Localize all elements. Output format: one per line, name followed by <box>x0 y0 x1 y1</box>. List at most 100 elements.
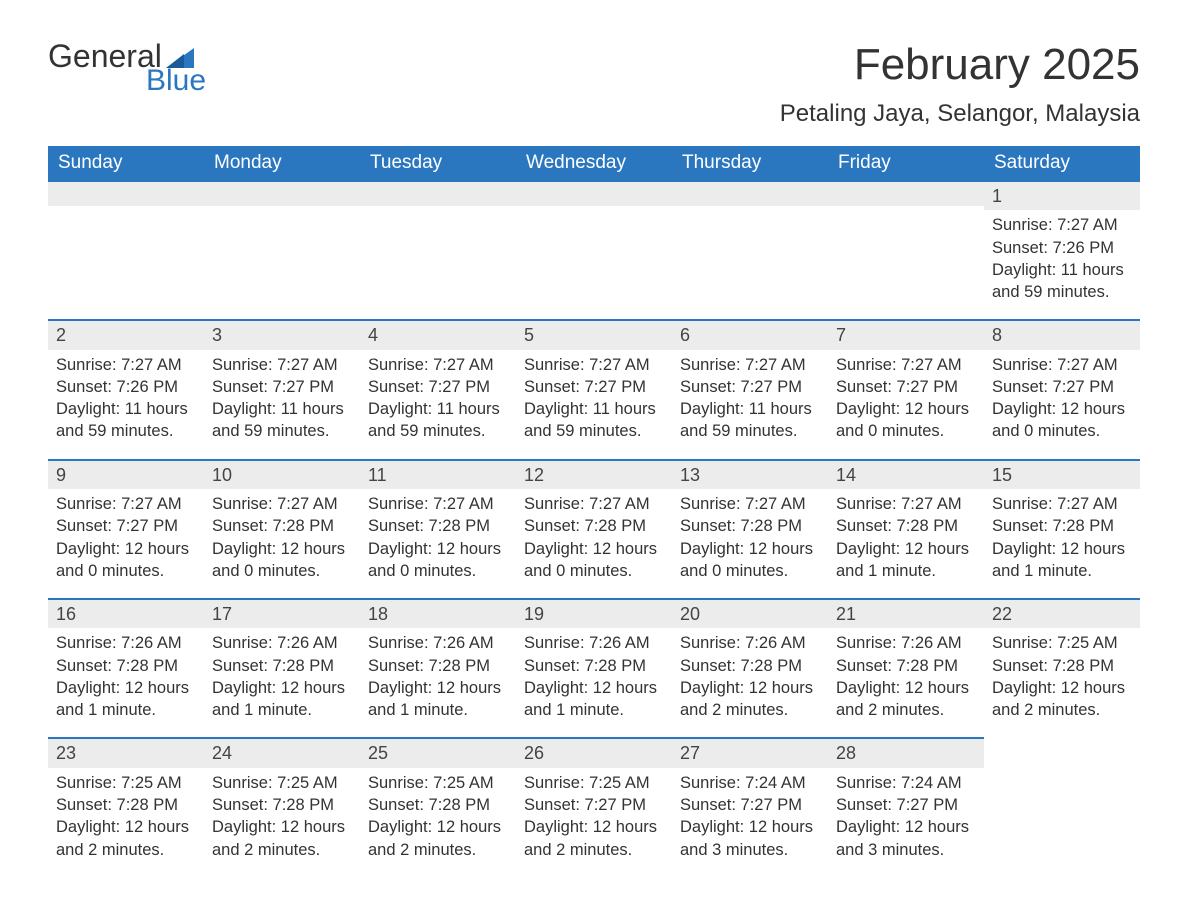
daylight-line: Daylight: 12 hours and 2 minutes. <box>56 816 196 861</box>
empty-day-bar <box>48 180 204 206</box>
dow-saturday: Saturday <box>984 146 1140 180</box>
daylight-line: Daylight: 12 hours and 0 minutes. <box>212 538 352 583</box>
sunset-line: Sunset: 7:27 PM <box>524 376 664 398</box>
daylight-line: Daylight: 12 hours and 1 minute. <box>212 677 352 722</box>
week-row: 23Sunrise: 7:25 AMSunset: 7:28 PMDayligh… <box>48 737 1140 870</box>
day-number: 11 <box>360 459 516 489</box>
daylight-line: Daylight: 11 hours and 59 minutes. <box>992 259 1132 304</box>
day-number: 12 <box>516 459 672 489</box>
day-number: 10 <box>204 459 360 489</box>
day-number: 9 <box>48 459 204 489</box>
week-row: 16Sunrise: 7:26 AMSunset: 7:28 PMDayligh… <box>48 598 1140 731</box>
empty-day-bar <box>204 180 360 206</box>
day-body: Sunrise: 7:27 AMSunset: 7:28 PMDaylight:… <box>984 489 1140 592</box>
logo-word-blue: Blue <box>146 66 206 96</box>
day-number: 19 <box>516 598 672 628</box>
week-row: 2Sunrise: 7:27 AMSunset: 7:26 PMDaylight… <box>48 319 1140 452</box>
sunrise-line: Sunrise: 7:26 AM <box>836 632 976 654</box>
daylight-line: Daylight: 11 hours and 59 minutes. <box>56 398 196 443</box>
sunset-line: Sunset: 7:28 PM <box>56 655 196 677</box>
sunrise-line: Sunrise: 7:27 AM <box>368 493 508 515</box>
day-number: 26 <box>516 737 672 767</box>
sunset-line: Sunset: 7:28 PM <box>992 515 1132 537</box>
day-number: 25 <box>360 737 516 767</box>
dow-friday: Friday <box>828 146 984 180</box>
daylight-line: Daylight: 12 hours and 2 minutes. <box>368 816 508 861</box>
sunset-line: Sunset: 7:28 PM <box>836 655 976 677</box>
sunrise-line: Sunrise: 7:27 AM <box>524 354 664 376</box>
day-body: Sunrise: 7:24 AMSunset: 7:27 PMDaylight:… <box>828 768 984 871</box>
day-cell: 26 Sunrise: 7:25 AMSunset: 7:27 PMDayligh… <box>516 737 672 870</box>
day-number: 24 <box>204 737 360 767</box>
sunset-line: Sunset: 7:28 PM <box>212 794 352 816</box>
sunset-line: Sunset: 7:27 PM <box>524 794 664 816</box>
daylight-line: Daylight: 11 hours and 59 minutes. <box>680 398 820 443</box>
daylight-line: Daylight: 12 hours and 0 minutes. <box>524 538 664 583</box>
sunrise-line: Sunrise: 7:25 AM <box>212 772 352 794</box>
sunrise-line: Sunrise: 7:27 AM <box>836 493 976 515</box>
daylight-line: Daylight: 12 hours and 1 minute. <box>368 677 508 722</box>
sunrise-line: Sunrise: 7:27 AM <box>992 214 1132 236</box>
day-cell: 22Sunrise: 7:25 AMSunset: 7:28 PMDayligh… <box>984 598 1140 731</box>
sunset-line: Sunset: 7:28 PM <box>212 655 352 677</box>
month-title: February 2025 <box>780 40 1140 90</box>
sunrise-line: Sunrise: 7:26 AM <box>524 632 664 654</box>
day-cell: 1Sunrise: 7:27 AMSunset: 7:26 PMDaylight… <box>984 180 1140 313</box>
dow-sunday: Sunday <box>48 146 204 180</box>
day-body: Sunrise: 7:26 AMSunset: 7:28 PMDaylight:… <box>48 628 204 731</box>
sunrise-line: Sunrise: 7:26 AM <box>212 632 352 654</box>
sunset-line: Sunset: 7:27 PM <box>836 794 976 816</box>
dow-tuesday: Tuesday <box>360 146 516 180</box>
sunset-line: Sunset: 7:28 PM <box>680 655 820 677</box>
day-cell: 5Sunrise: 7:27 AMSunset: 7:27 PMDaylight… <box>516 319 672 452</box>
day-number: 13 <box>672 459 828 489</box>
day-number: 5 <box>516 319 672 349</box>
sunset-line: Sunset: 7:27 PM <box>836 376 976 398</box>
daylight-line: Daylight: 12 hours and 2 minutes. <box>524 816 664 861</box>
sunrise-line: Sunrise: 7:26 AM <box>368 632 508 654</box>
header: General Blue February 2025 Petaling Jaya… <box>48 40 1140 128</box>
sunrise-line: Sunrise: 7:25 AM <box>524 772 664 794</box>
day-cell: 12Sunrise: 7:27 AMSunset: 7:28 PMDayligh… <box>516 459 672 592</box>
daylight-line: Daylight: 12 hours and 1 minute. <box>56 677 196 722</box>
daylight-line: Daylight: 12 hours and 0 minutes. <box>56 538 196 583</box>
day-number: 14 <box>828 459 984 489</box>
day-cell: 8Sunrise: 7:27 AMSunset: 7:27 PMDaylight… <box>984 319 1140 452</box>
day-body: Sunrise: 7:25 AMSunset: 7:28 PMDaylight:… <box>984 628 1140 731</box>
daylight-line: Daylight: 12 hours and 1 minute. <box>992 538 1132 583</box>
day-cell: 11Sunrise: 7:27 AMSunset: 7:28 PMDayligh… <box>360 459 516 592</box>
sunset-line: Sunset: 7:27 PM <box>56 515 196 537</box>
sunrise-line: Sunrise: 7:26 AM <box>56 632 196 654</box>
day-number: 20 <box>672 598 828 628</box>
day-cell: 25Sunrise: 7:25 AMSunset: 7:28 PMDayligh… <box>360 737 516 870</box>
day-body: Sunrise: 7:26 AMSunset: 7:28 PMDaylight:… <box>672 628 828 731</box>
daylight-line: Daylight: 12 hours and 1 minute. <box>836 538 976 583</box>
day-number: 18 <box>360 598 516 628</box>
sunset-line: Sunset: 7:26 PM <box>56 376 196 398</box>
day-cell: 10Sunrise: 7:27 AMSunset: 7:28 PMDayligh… <box>204 459 360 592</box>
day-body: Sunrise: 7:27 AMSunset: 7:27 PMDaylight:… <box>48 489 204 592</box>
sunset-line: Sunset: 7:28 PM <box>836 515 976 537</box>
empty-day-bar <box>672 180 828 206</box>
day-body: Sunrise: 7:27 AMSunset: 7:26 PMDaylight:… <box>48 350 204 453</box>
day-body: Sunrise: 7:25 AMSunset: 7:28 PMDaylight:… <box>360 768 516 871</box>
day-cell: 15Sunrise: 7:27 AMSunset: 7:28 PMDayligh… <box>984 459 1140 592</box>
daylight-line: Daylight: 12 hours and 3 minutes. <box>836 816 976 861</box>
sunset-line: Sunset: 7:27 PM <box>680 794 820 816</box>
day-cell: 20Sunrise: 7:26 AMSunset: 7:28 PMDayligh… <box>672 598 828 731</box>
daylight-line: Daylight: 12 hours and 0 minutes. <box>680 538 820 583</box>
sunset-line: Sunset: 7:28 PM <box>992 655 1132 677</box>
daylight-line: Daylight: 12 hours and 0 minutes. <box>992 398 1132 443</box>
day-cell: 19Sunrise: 7:26 AMSunset: 7:28 PMDayligh… <box>516 598 672 731</box>
sunrise-line: Sunrise: 7:25 AM <box>56 772 196 794</box>
sunset-line: Sunset: 7:27 PM <box>212 376 352 398</box>
sunrise-line: Sunrise: 7:24 AM <box>680 772 820 794</box>
day-body: Sunrise: 7:26 AMSunset: 7:28 PMDaylight:… <box>204 628 360 731</box>
day-cell: 9Sunrise: 7:27 AMSunset: 7:27 PMDaylight… <box>48 459 204 592</box>
logo: General Blue <box>48 40 206 96</box>
sunrise-line: Sunrise: 7:26 AM <box>680 632 820 654</box>
day-number: 2 <box>48 319 204 349</box>
day-number: 21 <box>828 598 984 628</box>
sunset-line: Sunset: 7:28 PM <box>680 515 820 537</box>
day-number: 16 <box>48 598 204 628</box>
